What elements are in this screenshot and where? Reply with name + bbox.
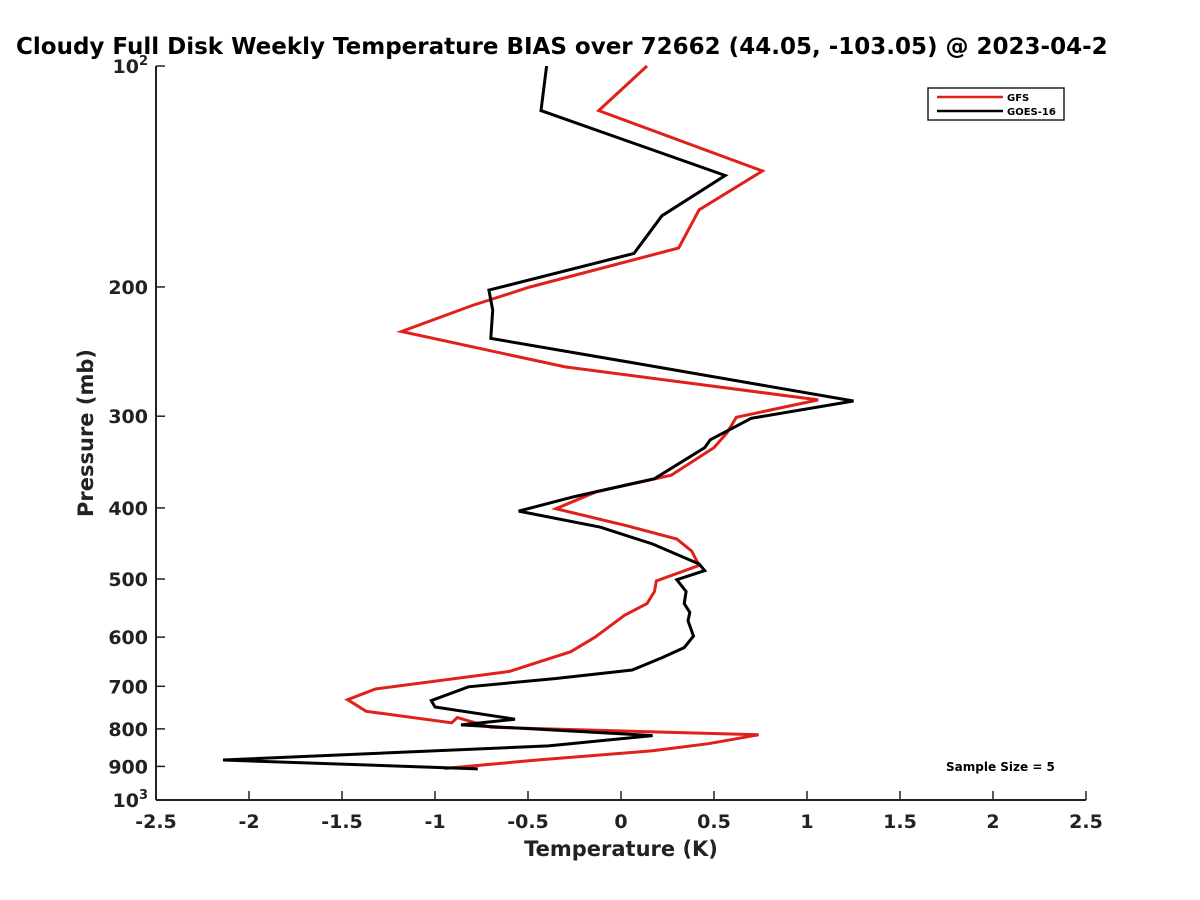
x-tick-label: 0.5 (697, 811, 731, 833)
axes (155, 66, 1086, 801)
x-tick-label: 0 (614, 811, 627, 833)
x-tick-label: 1 (800, 811, 813, 833)
x-tick-label: 1.5 (883, 811, 917, 833)
x-tick-label: -1 (424, 811, 445, 833)
chart-title: Cloudy Full Disk Weekly Temperature BIAS… (16, 34, 1108, 60)
y-tick-label-power: 102 (113, 54, 149, 78)
y-tick-label: 500 (108, 569, 148, 591)
series-line-gfs (344, 64, 819, 770)
x-tick-label: 2.5 (1069, 811, 1103, 833)
x-tick-label: -1.5 (321, 811, 363, 833)
x-ticks: -2.5 -2 -1.5 -1 -0.5 0 0.5 1 1.5 2 2.5 (135, 791, 1103, 833)
y-ticks: 200 300 400 500 600 700 800 900 102 103 (108, 54, 165, 812)
y-axis-label: Pressure (mb) (74, 349, 98, 517)
x-tick-label: 2 (986, 811, 999, 833)
legend-label-gfs: GFS (1007, 93, 1029, 104)
y-tick-label: 300 (108, 406, 148, 428)
x-axis-label: Temperature (K) (524, 837, 718, 861)
legend: GFS GOES-16 (927, 87, 1065, 121)
legend-box (927, 87, 1065, 121)
y-tick-label: 800 (108, 719, 148, 741)
x-tick-label: -0.5 (507, 811, 549, 833)
y-tick-label-power: 103 (113, 788, 149, 812)
x-tick-label: -2 (238, 811, 259, 833)
y-tick-label: 600 (108, 627, 148, 649)
sample-size-annotation: Sample Size = 5 (946, 760, 1055, 774)
series-line-goes16 (222, 65, 854, 771)
y-tick-label: 200 (108, 277, 148, 299)
series-lines (222, 64, 854, 771)
y-tick-label: 700 (108, 676, 148, 698)
legend-label-goes16: GOES-16 (1007, 107, 1056, 118)
y-tick-label: 400 (108, 498, 148, 520)
y-tick-label: 900 (108, 756, 148, 778)
x-tick-label: -2.5 (135, 811, 177, 833)
